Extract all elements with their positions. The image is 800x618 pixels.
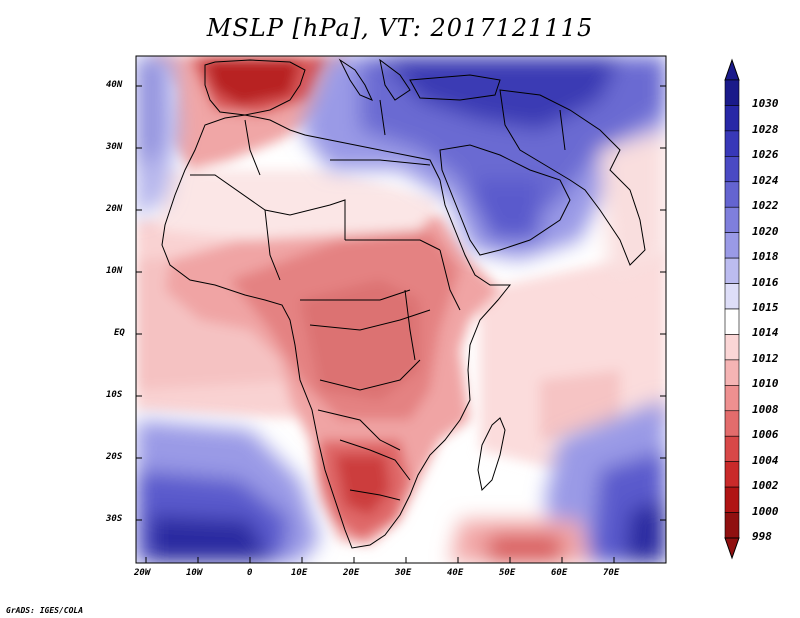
lon-label-70e: 70E	[603, 568, 620, 578]
map-title: MSLP [hPa], VT: 2017121115	[206, 14, 594, 42]
colorbar-swatch	[724, 385, 740, 412]
lat-label-30n: 30N	[106, 142, 123, 152]
colorbar-swatch	[724, 181, 740, 208]
colorbar-swatch	[724, 257, 740, 284]
colorbar-label: 1008	[752, 402, 779, 416]
colorbar-swatch	[724, 435, 740, 462]
lat-label-eq: EQ	[114, 328, 125, 338]
colorbar-label: 1010	[752, 377, 779, 391]
colorbar-swatch	[724, 206, 740, 233]
lon-label-20w: 20W	[134, 568, 151, 578]
colorbar-swatch	[724, 334, 740, 361]
colorbar-label: 1020	[752, 224, 779, 238]
lat-label-40n: 40N	[106, 80, 123, 90]
colorbar-label: 1015	[752, 301, 779, 314]
colorbar-swatch	[724, 79, 740, 106]
colorbar-label: 1016	[752, 275, 779, 289]
colorbar-label: 1012	[752, 351, 779, 365]
colorbar-label: 1028	[752, 122, 779, 136]
lon-label-60e: 60E	[551, 568, 568, 578]
map-frame	[135, 55, 667, 564]
lon-label-50e: 50E	[499, 568, 516, 578]
colorbar-label: 998	[752, 530, 772, 543]
grads-credit: GrADS: IGES/COLA	[6, 606, 84, 615]
colorbar-swatch	[724, 283, 740, 310]
colorbar-label: 1024	[752, 173, 779, 187]
lon-label-10w: 10W	[186, 568, 203, 578]
coastlines	[161, 58, 646, 549]
colorbar-swatch	[724, 308, 740, 335]
lat-label-10s: 10S	[106, 390, 123, 400]
colorbar-label: 1004	[752, 453, 779, 467]
lat-label-20s: 20S	[106, 452, 123, 462]
lat-label-20n: 20N	[106, 204, 123, 214]
lon-label-10e: 10E	[291, 568, 308, 578]
colorbar-label: 1002	[752, 479, 779, 493]
lat-ticks	[136, 85, 666, 521]
colorbar-swatch	[724, 105, 740, 132]
lon-label-20e: 20E	[343, 568, 360, 578]
colorbar-label: 1014	[752, 326, 779, 340]
lat-label-10n: 10N	[106, 266, 123, 276]
lon-ticks	[145, 557, 615, 563]
colorbar-swatch	[724, 130, 740, 157]
lon-label-30e: 30E	[395, 568, 412, 578]
colorbar-bottom-arrow	[724, 537, 740, 560]
colorbar-label: 1018	[752, 250, 779, 264]
colorbar-swatch	[724, 461, 740, 488]
colorbar	[724, 58, 740, 560]
colorbar-label: 1000	[752, 504, 779, 518]
colorbar-swatch	[724, 410, 740, 437]
lon-label-40e: 40E	[447, 568, 464, 578]
colorbar-top-arrow	[724, 58, 740, 81]
colorbar-swatch	[724, 359, 740, 386]
colorbar-swatch	[724, 232, 740, 259]
lon-label-0: 0	[247, 568, 253, 578]
colorbar-label: 1030	[752, 97, 779, 111]
colorbar-swatch	[724, 486, 740, 513]
colorbar-swatch	[724, 512, 740, 539]
colorbar-label: 1022	[752, 199, 779, 213]
colorbar-label: 1006	[752, 428, 779, 442]
lat-label-30s: 30S	[106, 514, 123, 524]
colorbar-label: 1026	[752, 148, 779, 162]
pressure-field	[136, 56, 666, 563]
colorbar-swatch	[724, 156, 740, 183]
